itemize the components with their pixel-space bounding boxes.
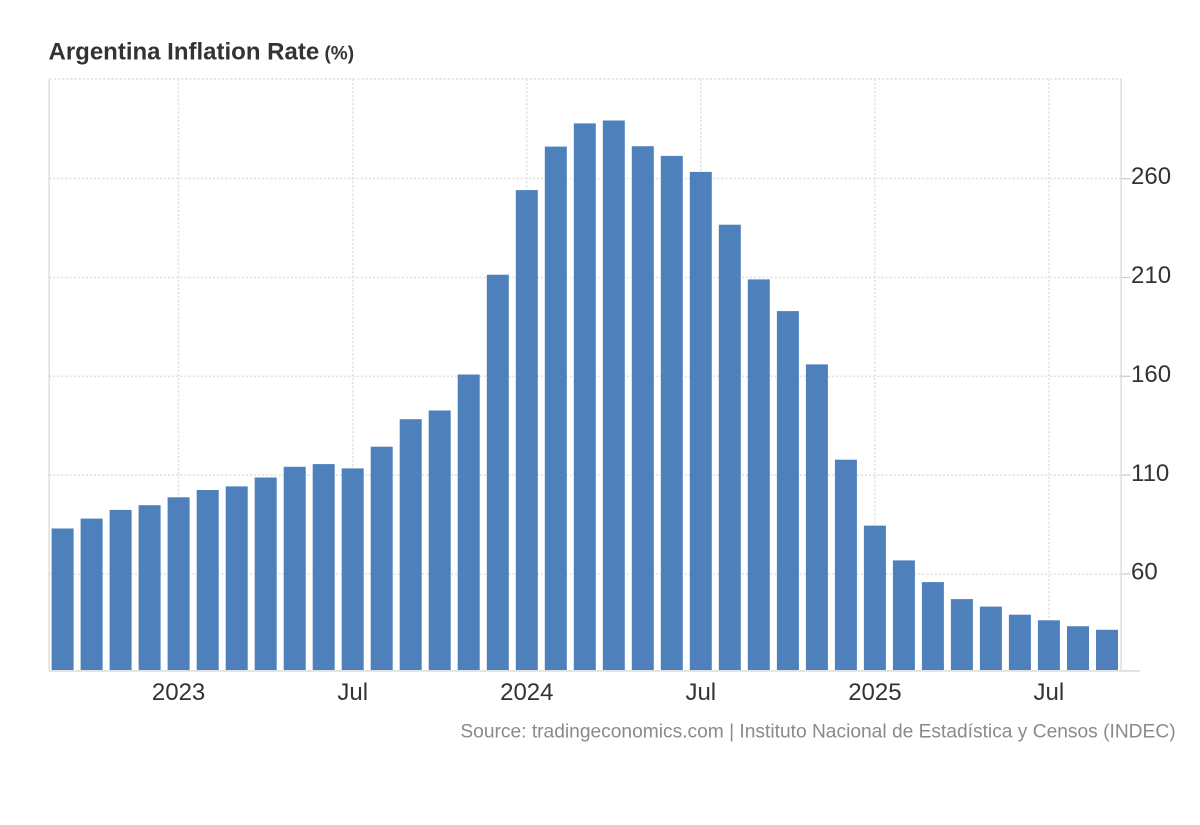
svg-text:Source: tradingeconomics.com |: Source: tradingeconomics.com | Instituto… — [460, 722, 1175, 743]
svg-text:Jul: Jul — [1034, 679, 1065, 706]
svg-text:Jul: Jul — [685, 679, 716, 706]
svg-text:60: 60 — [1131, 559, 1158, 586]
svg-text:260: 260 — [1131, 163, 1171, 190]
svg-text:2023: 2023 — [152, 679, 205, 706]
svg-text:2024: 2024 — [500, 679, 553, 706]
svg-text:Argentina Inflation Rate (%): Argentina Inflation Rate (%) — [49, 39, 355, 66]
svg-text:2025: 2025 — [848, 679, 901, 706]
svg-text:Jul: Jul — [337, 679, 368, 706]
svg-text:160: 160 — [1131, 361, 1171, 388]
svg-text:110: 110 — [1131, 460, 1169, 487]
svg-text:210: 210 — [1131, 262, 1171, 289]
